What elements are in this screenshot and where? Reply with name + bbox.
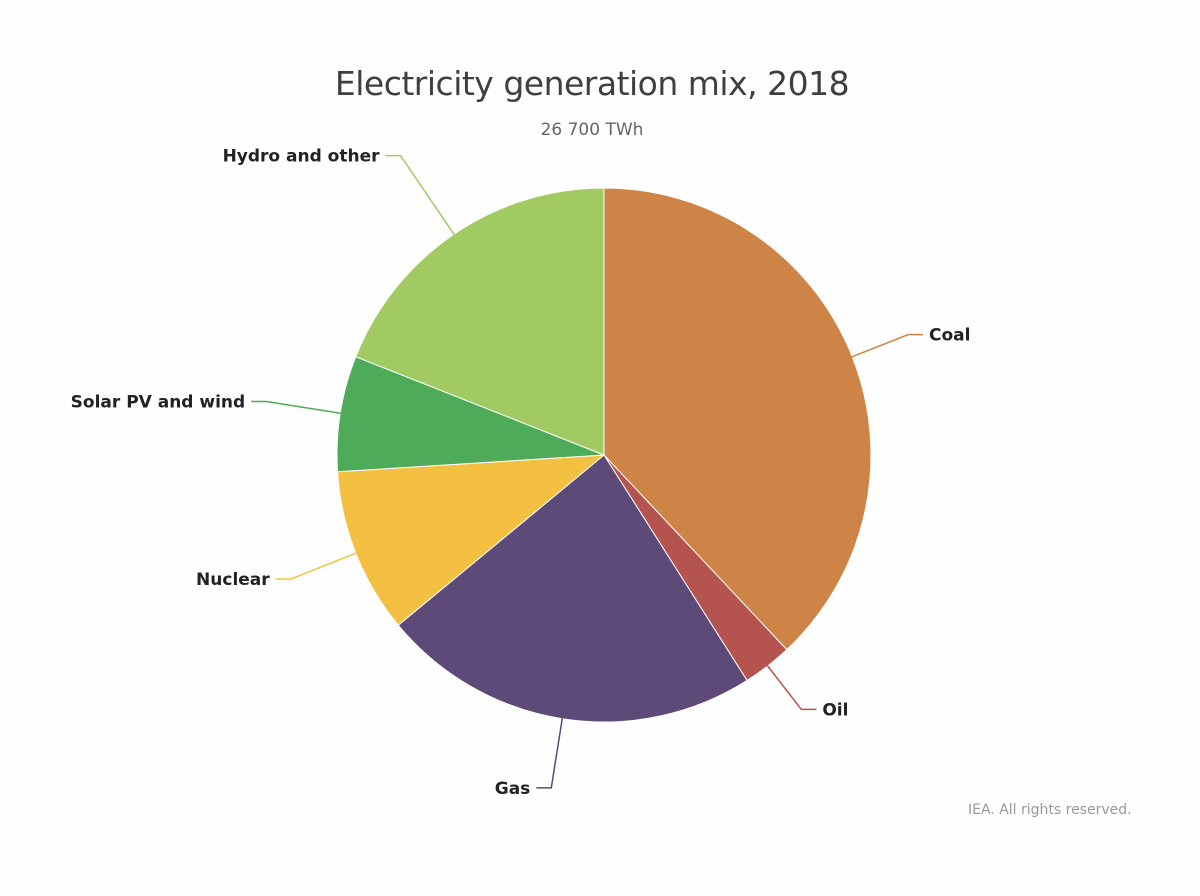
leader-line [850, 333, 924, 359]
leader-line [251, 400, 343, 415]
credit-text: IEA. All rights reserved. [968, 802, 1132, 818]
chart-title: Electricity generation mix, 2018 [334, 64, 850, 103]
leader-line [536, 716, 564, 789]
chart-subtitle: 26 700 TWh [540, 120, 644, 140]
slice-label: Hydro and other [223, 147, 381, 167]
slice-label: Solar PV and wind [71, 392, 246, 412]
leader-line [765, 663, 817, 711]
slice-label: Oil [822, 700, 848, 720]
slice-label: Coal [929, 326, 970, 346]
slice-label: Gas [495, 779, 531, 799]
leader-line [385, 154, 456, 237]
leader-line [275, 551, 358, 580]
slice-label: Nuclear [196, 570, 270, 590]
